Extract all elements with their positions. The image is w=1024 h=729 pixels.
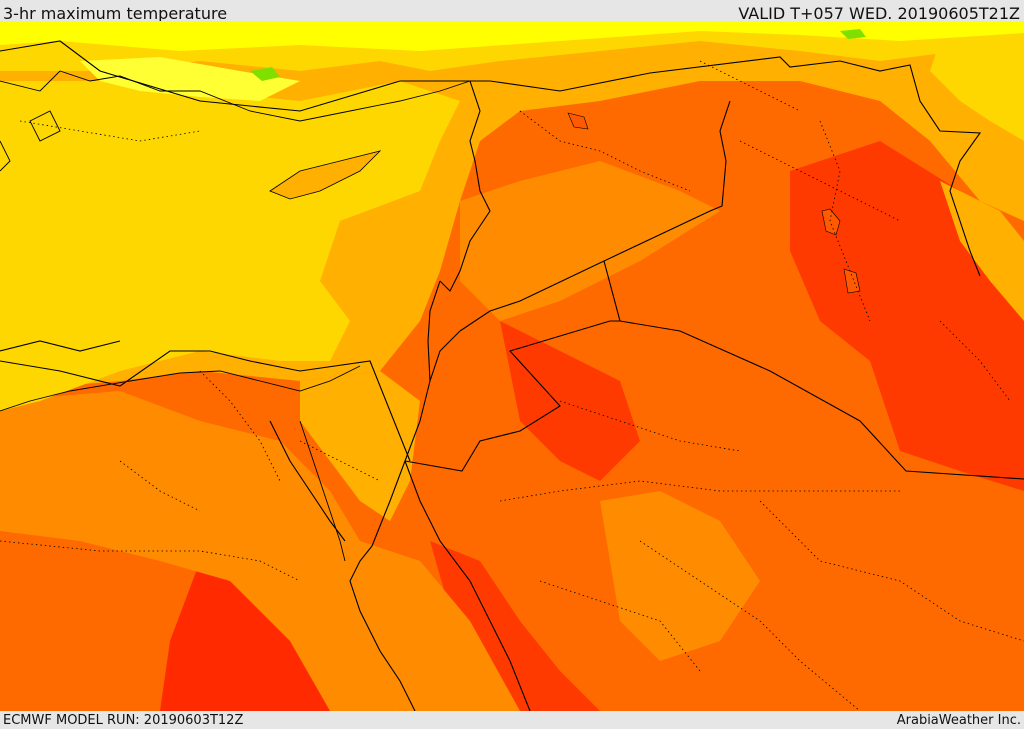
heat-band-light-orange-sinai [300,371,420,521]
admin-boundaries [0,60,1024,711]
header-bar: 3-hr maximum temperature VALID T+057 WED… [0,0,1024,23]
heat-band-yellow-caspian [930,31,1024,141]
heat-band-orange-egypt [0,391,400,711]
map-title: 3-hr maximum temperature [3,4,228,23]
model-run-label: ECMWF MODEL RUN: 20190603T12Z [3,713,244,728]
heat-band-red-saudi [500,321,640,481]
cyprus-island [269,150,382,200]
heat-band-bright-yellow-anatolia [80,57,300,101]
heat-band-orange-levant [460,161,720,321]
temperature-map[interactable] [0,21,1024,711]
map-canvas [0,21,1024,711]
heat-band-green-patch [250,67,280,81]
country-boundaries [0,40,1024,711]
heat-band-bright-yellow-north [0,21,1024,51]
credit-label: ArabiaWeather Inc. [896,713,1021,728]
footer-bar: ECMWF MODEL RUN: 20190603T12Z ArabiaWeat… [0,711,1024,729]
heat-band-orange-redsea [360,541,520,711]
heat-band-green-patch-east [840,29,866,39]
heat-band-light-orange-gulf [940,181,1024,321]
lake-shapes [567,112,861,294]
valid-time-label: VALID T+057 WED. 20190605T21Z [738,4,1020,23]
heat-band-orange-arabia [600,491,760,661]
heat-band-red-hijaz [430,541,600,711]
coastlines [0,70,471,562]
